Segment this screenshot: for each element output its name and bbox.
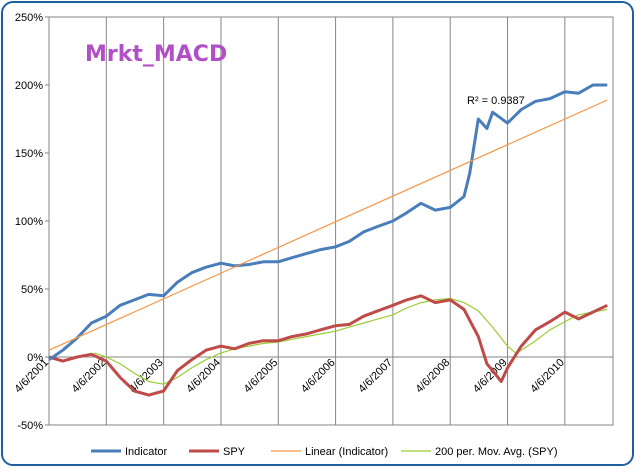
x-tick-label: 4/6/2005 (242, 357, 281, 396)
legend-label: 200 per. Mov. Avg. (SPY) (435, 446, 558, 458)
y-tick-label: 100% (15, 216, 43, 228)
x-tick-label: 4/6/2006 (299, 357, 338, 396)
legend-label: Linear (Indicator) (305, 446, 388, 458)
chart-title: Mrkt_MACD (85, 42, 227, 67)
y-tick-label: 150% (15, 148, 43, 160)
x-tick-label: 4/6/2007 (356, 357, 395, 396)
legend: Indicator SPY Linear (Indicator) 200 per. M… (91, 446, 558, 458)
series-layer (48, 83, 608, 397)
x-tick-label: 4/6/2010 (528, 357, 567, 396)
x-tick-label: 4/6/2008 (414, 357, 453, 396)
x-tick-label: 4/6/2002 (70, 357, 109, 396)
axis-layer: -50%0%50%100%150%200%250%4/6/2001 4/6/200… (12, 12, 613, 432)
y-tick-label: 200% (15, 80, 43, 92)
y-tick-label: 0% (27, 352, 43, 364)
series-line-200-per-mov-avg-spy (94, 297, 608, 385)
y-tick-label: 50% (21, 284, 43, 296)
chart-frame: -50% 0% 50% 100% 150% 200% 250% 4/6/2001 4/6/200… (1, 1, 634, 466)
legend-label: SPY (223, 446, 246, 458)
chart-canvas: -50%0%50%100%150%200%250%4/6/2001 4/6/200… (12, 12, 614, 458)
y-tick-label: 250% (15, 12, 43, 24)
r-squared-annotation: R² = 0.9387 (467, 95, 525, 107)
y-tick-label: -50% (17, 420, 43, 432)
legend-label: Indicator (125, 446, 168, 458)
series-line-indicator (48, 83, 608, 361)
series-line-spy (48, 294, 608, 397)
series-line-linear-indicator (48, 99, 608, 351)
